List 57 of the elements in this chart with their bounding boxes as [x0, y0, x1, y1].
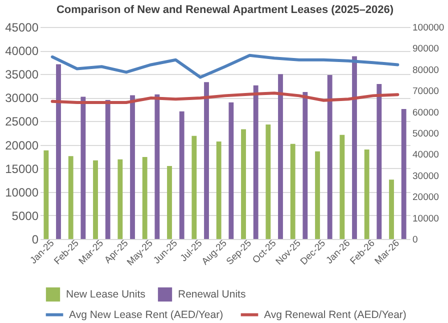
bar	[80, 96, 86, 239]
bar	[192, 136, 197, 239]
bar	[118, 159, 123, 239]
y2-tick-label: 40000	[412, 150, 439, 161]
legend-label: Avg New Lease Rent (AED/Year)	[69, 308, 224, 321]
y2-tick-label: 60000	[412, 107, 439, 118]
y-tick-label: 5000	[12, 208, 39, 223]
y-tick-label: 10000	[5, 185, 39, 200]
bar	[241, 129, 246, 239]
bar	[376, 84, 382, 239]
y2-tick-label: 50000	[412, 128, 439, 140]
bar	[228, 102, 234, 239]
y2-tick-label: 80000	[412, 64, 439, 76]
bar	[167, 166, 172, 239]
bar	[266, 124, 271, 239]
bar	[154, 94, 160, 239]
bar	[401, 108, 406, 239]
bar	[389, 180, 394, 239]
y2-tick-label: 20000	[412, 192, 439, 204]
y-tick-label: 40000	[5, 44, 39, 58]
y2-tick-label: 30000	[412, 170, 439, 182]
y2-tick-label: 100000	[412, 22, 444, 34]
legend-label: Renewal Units	[178, 288, 246, 300]
y2-tick-label: 10000	[412, 213, 439, 224]
y2-tick-label: 70000	[412, 86, 439, 98]
bar	[216, 141, 222, 239]
legend-label: Avg Renewal Rent (AED/Year)	[264, 308, 406, 321]
y2-tick-label: 0	[412, 234, 418, 246]
bar	[290, 144, 296, 239]
bar	[105, 100, 110, 239]
bar	[93, 160, 98, 239]
bar	[44, 150, 49, 239]
y-tick-label: 25000	[5, 114, 39, 129]
bar	[278, 74, 283, 239]
bar	[68, 156, 74, 239]
bar	[352, 56, 357, 239]
y2-tick-label: 90000	[412, 44, 439, 55]
bar	[130, 95, 135, 239]
bar	[56, 64, 61, 239]
bar	[204, 82, 209, 239]
line-series	[50, 54, 400, 79]
y-tick-label: 20000	[5, 138, 39, 152]
bar	[142, 157, 148, 239]
y-tick-label: 45000	[5, 20, 39, 34]
y-tick-label: 15000	[5, 162, 39, 176]
bar	[340, 134, 345, 239]
bar	[253, 85, 258, 239]
y-tick-label: 35000	[5, 68, 39, 82]
line-series	[50, 92, 400, 104]
chart-title: Comparison of New and Renewal Apartment Leases (2025–2026)	[56, 4, 394, 16]
y-tick-label: 30000	[5, 91, 39, 106]
bar	[364, 149, 370, 239]
bar	[327, 75, 332, 239]
bar	[315, 151, 320, 239]
bar	[179, 111, 184, 239]
bar	[302, 92, 308, 239]
legend-label: New Lease Units	[66, 288, 146, 300]
